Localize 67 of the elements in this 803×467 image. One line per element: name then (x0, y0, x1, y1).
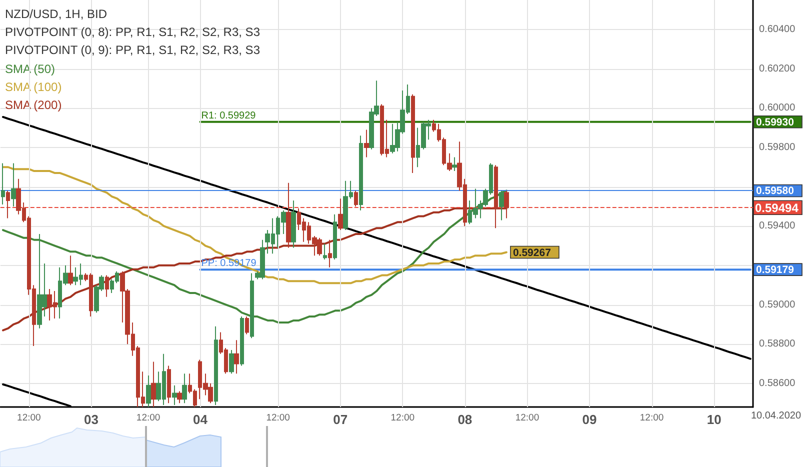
y-tick-label: 0.60000 (759, 102, 796, 114)
candlestick (245, 316, 249, 335)
candlestick (328, 239, 332, 268)
candlestick (167, 365, 171, 404)
candlestick (229, 349, 234, 374)
candlestick (499, 190, 504, 221)
text: SMA (50) (5, 62, 56, 76)
text: NZD/USD, 1H, BID (5, 7, 108, 21)
candlestick (1, 162, 5, 205)
y-tick-label: 0.59000 (759, 299, 796, 310)
candlestick (354, 190, 358, 207)
candlestick (151, 361, 156, 408)
candlestick (6, 190, 10, 219)
candlestick (214, 326, 218, 406)
text: SMA (200) (5, 98, 62, 112)
candlestick (291, 200, 296, 248)
x-tick-label: 09 (582, 412, 597, 427)
candlestick (411, 94, 415, 174)
x-tick-label: 12:00 (515, 412, 540, 424)
candlestick (177, 390, 182, 404)
text: 10.04.2020 (750, 410, 802, 422)
candlestick (286, 182, 291, 248)
x-tick-label: 04 (192, 412, 208, 427)
candlestick (504, 190, 509, 219)
x-tick-label: 10 (706, 412, 722, 427)
data-label: 0.59179 (756, 264, 794, 276)
annotation: R1: 0.59929 (201, 110, 256, 122)
candlestick (182, 373, 187, 404)
line-series (2, 207, 508, 332)
y-tick-label: 0.58600 (759, 378, 796, 389)
candlestick (452, 156, 457, 172)
y-tick-label: 0.59800 (759, 142, 796, 153)
ref-line-label: 0.59580 (756, 185, 794, 198)
x-tick-label: 07 (333, 412, 348, 427)
y-tick-label: 0.60200 (759, 63, 796, 74)
candlestick (105, 274, 109, 298)
x-tick-label: 12:00 (640, 412, 664, 424)
y-tick-label: 0.60400 (759, 24, 796, 35)
candlestick (364, 129, 369, 158)
candlestick (68, 255, 73, 286)
x-tick-label: 12:00 (266, 412, 290, 424)
data-label: 0.59930 (756, 116, 794, 128)
x-tick-label: 12:00 (390, 412, 415, 424)
line-series (2, 166, 508, 284)
candlestick (323, 243, 327, 260)
candlestick (359, 135, 363, 211)
candlestick (234, 340, 239, 374)
candlestick (146, 375, 151, 408)
ref-line-label: 0.59494 (755, 201, 799, 216)
text: SMA (100) (5, 80, 62, 94)
x-tick-label: 08 (458, 412, 472, 427)
x-tick-label: 03 (84, 412, 98, 427)
annotation: PIVOTPOINT (0, 9): PP, R1, S1, R2, S2, R3, S3 (5, 43, 260, 57)
data-label: 0.59267 (512, 246, 552, 259)
candlestick (172, 384, 177, 406)
candlestick (11, 162, 16, 207)
y-tick-label: 0.58800 (759, 338, 796, 350)
candlestick (250, 272, 254, 339)
candlestick (494, 164, 498, 229)
annotation: PIVOTPOINT (0, 8): PP, R1, S1, R2, S2, R3, S3 (5, 25, 260, 39)
y-tick-label: 0.59400 (759, 220, 796, 232)
line-series (2, 190, 508, 324)
candlestick (240, 316, 244, 366)
x-tick-label: 12:00 (17, 412, 41, 424)
candlestick (338, 198, 343, 231)
candlestick (333, 214, 337, 260)
x-tick-label: 12:00 (136, 412, 160, 424)
